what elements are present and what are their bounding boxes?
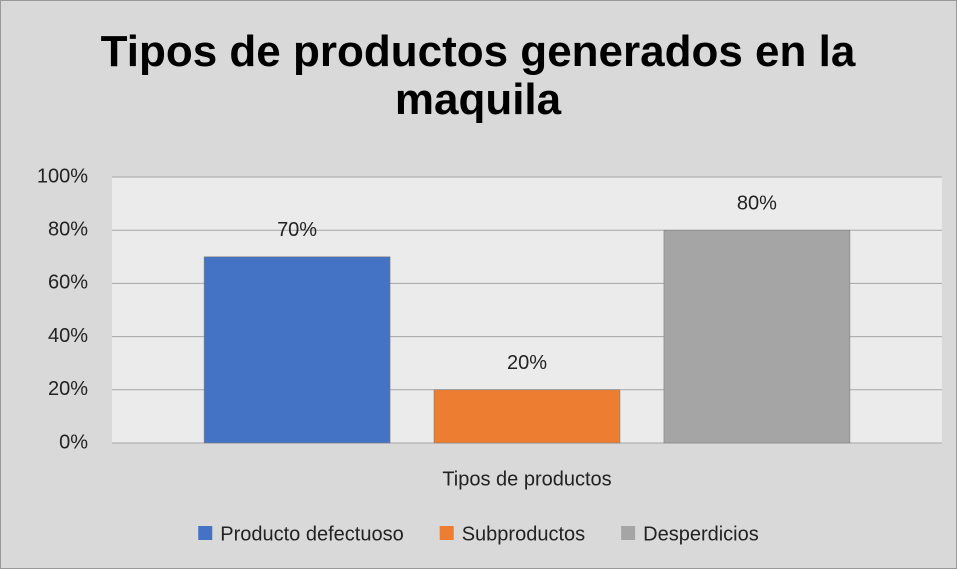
data-label: 20% bbox=[507, 352, 547, 374]
y-tick-label: 40% bbox=[48, 325, 88, 347]
y-tick-label: 100% bbox=[37, 165, 88, 187]
y-tick-label: 0% bbox=[59, 431, 88, 453]
y-tick-label: 60% bbox=[48, 272, 88, 294]
bar bbox=[203, 256, 391, 444]
data-label: 70% bbox=[277, 219, 317, 241]
legend-label: Desperdicios bbox=[643, 523, 759, 545]
bar bbox=[433, 389, 621, 444]
legend-swatch bbox=[621, 526, 636, 540]
legend-swatch bbox=[198, 526, 213, 540]
y-tick-label: 80% bbox=[48, 218, 88, 240]
legend-swatch bbox=[439, 526, 454, 540]
y-tick-label: 20% bbox=[48, 378, 88, 400]
data-label: 80% bbox=[737, 192, 777, 214]
bar bbox=[663, 229, 851, 444]
legend-label: Producto defectuoso bbox=[220, 523, 403, 545]
x-tick-label: Tipos de productos bbox=[442, 468, 611, 490]
legend-label: Subproductos bbox=[462, 523, 585, 545]
chart-title: Tipos de productos generados en la maqui… bbox=[100, 27, 856, 124]
